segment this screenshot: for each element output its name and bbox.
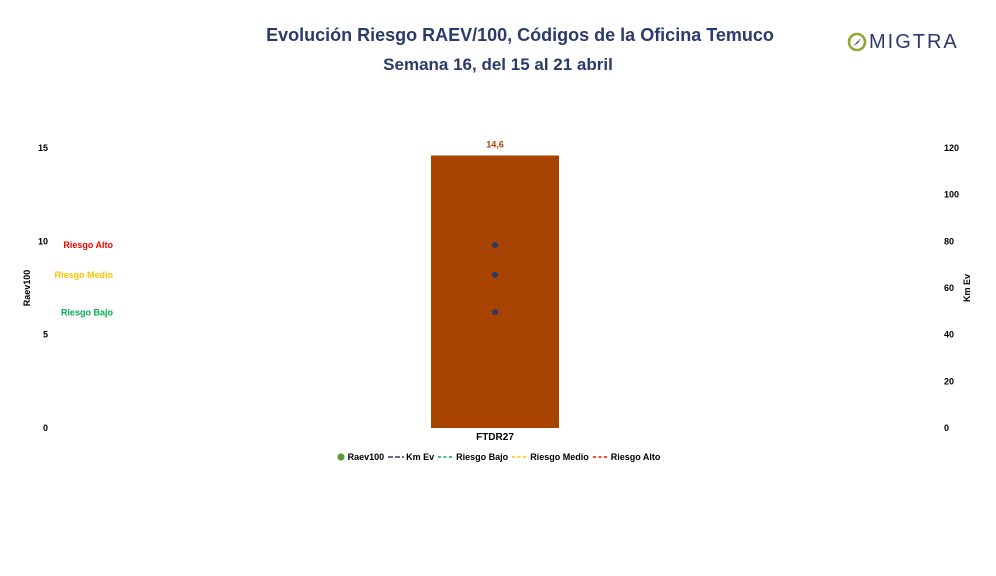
y2-tick-label: 100 — [944, 190, 959, 200]
legend-line-icon — [388, 456, 405, 458]
bar — [431, 155, 559, 428]
y2-tick-label: 60 — [944, 283, 954, 293]
y-tick-label: 5 — [43, 330, 48, 340]
y2-axis-label: Km Ev — [962, 274, 972, 302]
risk-point — [492, 271, 498, 278]
risk-label: Riesgo Medio — [54, 270, 113, 280]
y-tick-label: 10 — [38, 236, 48, 246]
bars: 14,6 — [431, 139, 559, 428]
legend-label: Km Ev — [406, 452, 435, 462]
legend-item: Riesgo Medio — [512, 452, 589, 462]
risk-points — [492, 242, 498, 316]
legend-line-icon — [512, 456, 529, 458]
legend-line-icon — [592, 456, 609, 458]
y2-tick-label: 40 — [944, 330, 954, 340]
risk-point — [492, 242, 498, 249]
risk-labels: Riesgo Alto Riesgo Medio Riesgo Bajo — [54, 240, 113, 317]
risk-label: Riesgo Alto — [63, 240, 113, 250]
chart-legend: Raev100 Km Ev Riesgo Bajo Riesgo Medio Riesg… — [0, 452, 996, 462]
chart-title: Evolución Riesgo RAEV/100, Códigos de la… — [266, 25, 774, 45]
x-axis: FTDR27 — [476, 432, 514, 443]
legend-item: Km Ev — [388, 452, 434, 462]
y2-tick-label: 0 — [944, 423, 949, 433]
y-tick-label: 15 — [38, 143, 48, 153]
right-axis: 0 20 40 60 80 100 120 — [944, 143, 959, 433]
logo-text: MIGTRA — [869, 30, 959, 53]
risk-point — [492, 309, 498, 316]
company-logo: MIGTRA — [846, 30, 959, 54]
legend-label: Riesgo Medio — [530, 452, 589, 462]
chart-subtitle: Semana 16, del 15 al 21 abril — [383, 55, 613, 74]
legend-label: Raev100 — [347, 452, 385, 462]
risk-label: Riesgo Bajo — [61, 307, 114, 317]
y2-tick-label: 80 — [944, 236, 954, 246]
y2-tick-label: 20 — [944, 376, 954, 386]
legend-label: Riesgo Bajo — [456, 452, 509, 462]
legend-item: Riesgo Bajo — [438, 452, 508, 462]
legend-line-icon — [438, 456, 455, 458]
y-axis-label: Raev100 — [22, 270, 32, 307]
y2-tick-label: 120 — [944, 143, 959, 153]
bar-data-label: 14,6 — [486, 139, 504, 149]
legend-label: Riesgo Alto — [610, 452, 661, 462]
legend-item: Riesgo Alto — [592, 452, 661, 462]
x-tick-label: FTDR27 — [476, 432, 514, 443]
legend-item: Raev100 — [336, 452, 385, 462]
left-axis: 0 5 10 15 — [38, 143, 48, 433]
compass-o-icon — [847, 32, 867, 52]
y-tick-label: 0 — [43, 423, 48, 433]
legend-dot-icon — [337, 453, 345, 461]
